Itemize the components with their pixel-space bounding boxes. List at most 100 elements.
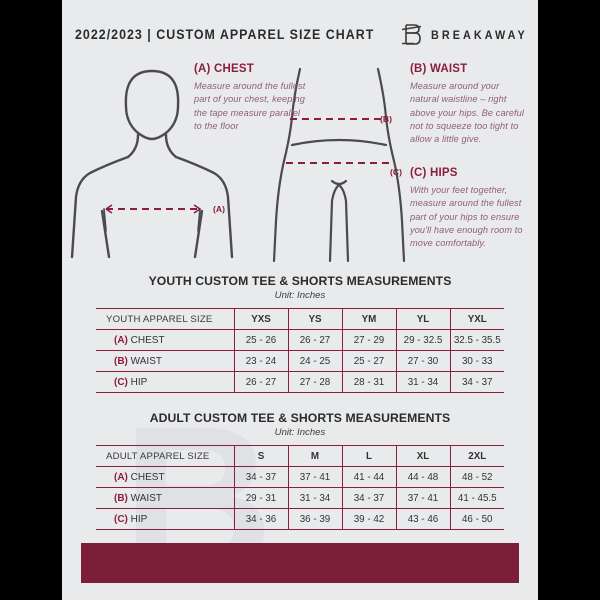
callout-hips: (C) HIPS With your feet together, measur… bbox=[410, 167, 528, 251]
table-row: (A) CHEST 25 - 26 26 - 27 27 - 29 29 - 3… bbox=[96, 329, 504, 351]
row-label-text: HIP bbox=[130, 376, 148, 388]
adult-cell-chest-2: 41 - 44 bbox=[341, 466, 396, 488]
row-tag: (A) bbox=[114, 471, 128, 483]
youth-column-header-2: YM bbox=[341, 308, 396, 330]
adult-row-label-chest: (A) CHEST bbox=[96, 466, 234, 488]
page-title: 2022/2023 | CUSTOM APPAREL SIZE CHART bbox=[74, 27, 374, 42]
youth-cell-waist-4: 30 - 33 bbox=[449, 350, 504, 372]
youth-column-header-4: YXL bbox=[449, 308, 504, 330]
adult-column-header-3: XL bbox=[395, 445, 450, 467]
adult-cell-hip-4: 46 - 50 bbox=[449, 508, 504, 530]
youth-column-header-1: YS bbox=[287, 308, 342, 330]
youth-cell-waist-0: 23 - 24 bbox=[233, 350, 288, 372]
table-row: (B) WAIST 29 - 31 31 - 34 34 - 37 37 - 4… bbox=[96, 487, 504, 509]
youth-cell-waist-1: 24 - 25 bbox=[287, 350, 342, 372]
row-label-text: CHEST bbox=[130, 334, 165, 346]
callout-chest: (A) CHEST Measure around the fullest par… bbox=[194, 63, 309, 133]
adult-row-header: ADULT APPAREL SIZE bbox=[96, 445, 234, 467]
youth-cell-hip-0: 26 - 27 bbox=[233, 371, 288, 393]
youth-measurements-section: YOUTH CUSTOM TEE & SHORTS MEASUREMENTS U… bbox=[62, 274, 538, 393]
adult-cell-waist-2: 34 - 37 bbox=[341, 487, 396, 509]
adult-row-label-hip: (C) HIP bbox=[96, 508, 234, 530]
row-tag: (C) bbox=[114, 376, 128, 388]
table-row: (A) CHEST 34 - 37 37 - 41 41 - 44 44 - 4… bbox=[96, 466, 504, 488]
row-label-text: WAIST bbox=[130, 492, 162, 504]
table-header-row: YOUTH APPAREL SIZE YXS YS YM YL YXL bbox=[96, 308, 504, 330]
youth-cell-waist-2: 25 - 27 bbox=[341, 350, 396, 372]
size-chart-page: B 2022/2023 | CUSTOM APPAREL SIZE CHART … bbox=[62, 0, 538, 600]
adult-cell-hip-1: 36 - 39 bbox=[287, 508, 342, 530]
row-label-text: HIP bbox=[130, 513, 148, 525]
callout-hips-body: With your feet together, measure around … bbox=[410, 185, 523, 249]
dimension-label-hips: (C) bbox=[390, 167, 402, 177]
youth-cell-hip-1: 27 - 28 bbox=[287, 371, 342, 393]
youth-cell-chest-4: 32.5 - 35.5 bbox=[449, 329, 504, 351]
adult-column-header-2: L bbox=[341, 445, 396, 467]
youth-section-unit: Unit: Inches bbox=[274, 290, 326, 301]
adult-size-table: ADULT APPAREL SIZE S M L XL 2XL (A) CHES… bbox=[96, 445, 504, 530]
breakaway-b-monogram-icon bbox=[401, 24, 422, 45]
row-tag: (B) bbox=[114, 355, 128, 367]
adult-column-header-1: M bbox=[287, 445, 342, 467]
youth-cell-chest-2: 27 - 29 bbox=[341, 329, 396, 351]
brand-lockup: BREAKAWAY bbox=[401, 22, 538, 47]
youth-cell-hip-4: 34 - 37 bbox=[449, 371, 504, 393]
page-header: 2022/2023 | CUSTOM APPAREL SIZE CHART BR… bbox=[62, 0, 538, 57]
adult-measurements-section: ADULT CUSTOM TEE & SHORTS MEASUREMENTS U… bbox=[62, 411, 538, 530]
hips-figure-illustration bbox=[272, 67, 406, 263]
callout-waist: (B) WAIST Measure around your natural wa… bbox=[410, 63, 528, 147]
youth-column-header-0: YXS bbox=[233, 308, 288, 330]
adult-column-header-0: S bbox=[233, 445, 288, 467]
adult-cell-waist-0: 29 - 31 bbox=[233, 487, 288, 509]
callout-waist-heading: (B) WAIST bbox=[410, 63, 468, 75]
adult-cell-chest-3: 44 - 48 bbox=[395, 466, 450, 488]
adult-cell-chest-4: 48 - 52 bbox=[449, 466, 504, 488]
callout-waist-body: Measure around your natural waistline – … bbox=[410, 81, 525, 145]
adult-cell-hip-3: 43 - 46 bbox=[395, 508, 450, 530]
adult-column-header-4: 2XL bbox=[449, 445, 504, 467]
measurement-illustration: (A) (B) (C) (A) CHEST Measure around the… bbox=[62, 61, 538, 266]
youth-row-label-waist: (B) WAIST bbox=[96, 350, 234, 372]
adult-cell-chest-0: 34 - 37 bbox=[233, 466, 288, 488]
youth-size-table: YOUTH APPAREL SIZE YXS YS YM YL YXL (A) … bbox=[96, 308, 504, 393]
callout-chest-heading: (A) CHEST bbox=[194, 63, 254, 75]
row-tag: (C) bbox=[114, 513, 128, 525]
adult-cell-waist-4: 41 - 45.5 bbox=[449, 487, 504, 509]
youth-row-label-hip: (C) HIP bbox=[96, 371, 234, 393]
table-header-row: ADULT APPAREL SIZE S M L XL 2XL bbox=[96, 445, 504, 467]
row-label-text: CHEST bbox=[130, 471, 165, 483]
youth-cell-chest-0: 25 - 26 bbox=[233, 329, 288, 351]
table-row: (C) HIP 34 - 36 36 - 39 39 - 42 43 - 46 … bbox=[96, 508, 504, 530]
youth-row-header: YOUTH APPAREL SIZE bbox=[96, 308, 234, 330]
adult-cell-waist-3: 37 - 41 bbox=[395, 487, 450, 509]
footer-accent-bar bbox=[81, 543, 519, 583]
youth-row-label-chest: (A) CHEST bbox=[96, 329, 234, 351]
dimension-label-chest: (A) bbox=[213, 204, 225, 214]
page-content: 2022/2023 | CUSTOM APPAREL SIZE CHART BR… bbox=[62, 0, 538, 530]
adult-cell-waist-1: 31 - 34 bbox=[287, 487, 342, 509]
adult-row-label-waist: (B) WAIST bbox=[96, 487, 234, 509]
adult-cell-hip-0: 34 - 36 bbox=[233, 508, 288, 530]
row-tag: (A) bbox=[114, 334, 128, 346]
youth-cell-chest-3: 29 - 32.5 bbox=[395, 329, 450, 351]
brand-wordmark: BREAKAWAY bbox=[430, 27, 528, 42]
adult-section-unit: Unit: Inches bbox=[274, 427, 326, 438]
youth-column-header-3: YL bbox=[395, 308, 450, 330]
table-row: (B) WAIST 23 - 24 24 - 25 25 - 27 27 - 3… bbox=[96, 350, 504, 372]
youth-cell-chest-1: 26 - 27 bbox=[287, 329, 342, 351]
callout-hips-heading: (C) HIPS bbox=[410, 167, 458, 179]
adult-section-title: ADULT CUSTOM TEE & SHORTS MEASUREMENTS bbox=[149, 411, 451, 425]
torso-figure-illustration bbox=[70, 69, 234, 259]
youth-cell-waist-3: 27 - 30 bbox=[395, 350, 450, 372]
row-tag: (B) bbox=[114, 492, 128, 504]
youth-section-title: YOUTH CUSTOM TEE & SHORTS MEASUREMENTS bbox=[148, 274, 452, 288]
dimension-label-waist: (B) bbox=[380, 114, 392, 124]
youth-cell-hip-2: 28 - 31 bbox=[341, 371, 396, 393]
adult-cell-chest-1: 37 - 41 bbox=[287, 466, 342, 488]
youth-cell-hip-3: 31 - 34 bbox=[395, 371, 450, 393]
callout-chest-body: Measure around the fullest part of your … bbox=[194, 81, 306, 132]
adult-cell-hip-2: 39 - 42 bbox=[341, 508, 396, 530]
row-label-text: WAIST bbox=[130, 355, 162, 367]
table-row: (C) HIP 26 - 27 27 - 28 28 - 31 31 - 34 … bbox=[96, 371, 504, 393]
